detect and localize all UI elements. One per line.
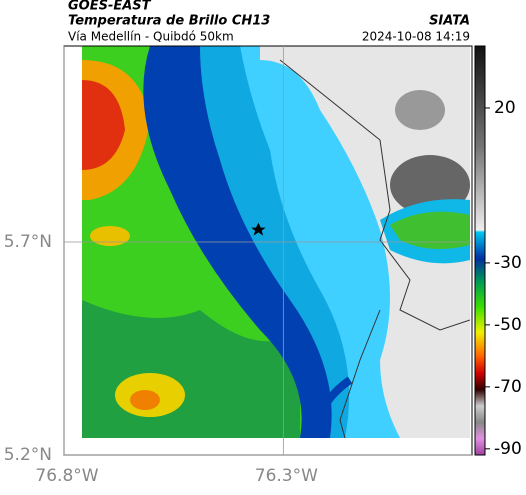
- location-marker: [251, 222, 266, 236]
- colorbar-label: -50: [494, 315, 522, 335]
- title: Temperatura de Brillo CH13: [68, 14, 270, 29]
- colorbar: [474, 45, 486, 456]
- satellite-image: [82, 46, 470, 438]
- y-tick-label: 5.7°N: [4, 232, 52, 252]
- x-tick-label: 76.8°W: [35, 466, 98, 486]
- colorbar-label: -90: [494, 439, 522, 459]
- colorbar-label: -70: [494, 377, 522, 397]
- x-tick-label: 76.3°W: [255, 466, 318, 486]
- colorbar-label: 20: [494, 98, 516, 118]
- subtitle: Vía Medellín - Quibdó 50km: [68, 30, 234, 44]
- colorbar-label: -30: [494, 253, 522, 273]
- source: GOES-EAST: [68, 0, 152, 14]
- datetime: 2024-10-08 14:19: [362, 30, 470, 44]
- org: SIATA: [429, 14, 470, 29]
- y-tick-label: 5.2°N: [4, 445, 52, 465]
